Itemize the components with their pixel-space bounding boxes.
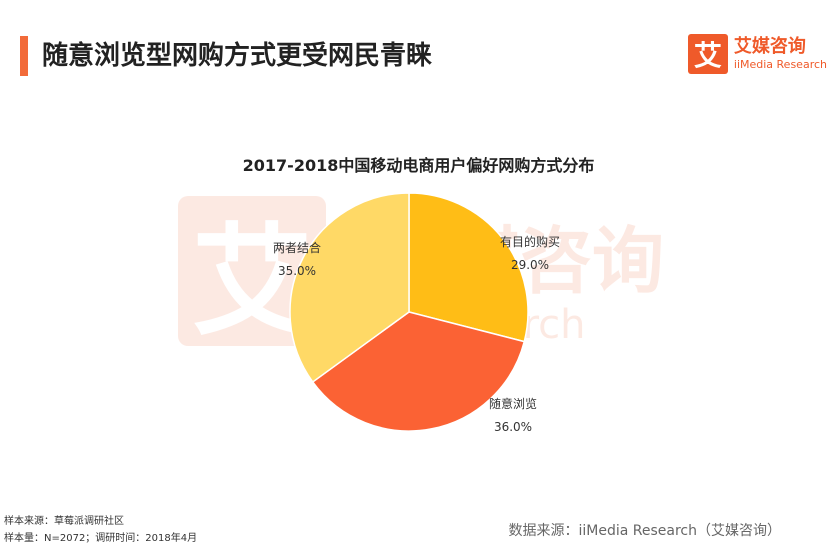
title-accent-bar xyxy=(20,36,28,76)
brand-logo: 艾 艾媒咨询 iiMedia Research xyxy=(687,34,827,74)
slice-label-1: 有目的购买 xyxy=(500,234,560,249)
slice-value-label-3: 35.0% xyxy=(278,264,316,278)
slice-value-label-1: 29.0% xyxy=(511,258,549,272)
brand-subtitle: iiMedia Research xyxy=(733,58,827,71)
pie-slice-1 xyxy=(408,192,529,343)
slice-value-label-2: 36.0% xyxy=(494,420,532,434)
chart-title: 2017-2018中国移动电商用户偏好网购方式分布 xyxy=(242,156,595,175)
sample-size-note: 样本量：N=2072；调研时间：2018年4月 xyxy=(4,533,198,544)
slice-label-3: 两者结合 xyxy=(273,240,321,255)
data-source-note: 数据来源：iiMedia Research（艾媒咨询） xyxy=(508,523,782,539)
page-title: 随意浏览型网购方式更受网民青睐 xyxy=(42,41,433,71)
brand-name: 艾媒咨询 xyxy=(733,36,806,57)
slice-label-2: 随意浏览 xyxy=(489,396,537,411)
pie-slice-2 xyxy=(311,311,526,432)
brand-logo-icon: 艾 xyxy=(687,34,728,74)
pie-slice-3 xyxy=(289,192,410,383)
sample-source-note: 样本来源：草莓派调研社区 xyxy=(4,516,124,527)
